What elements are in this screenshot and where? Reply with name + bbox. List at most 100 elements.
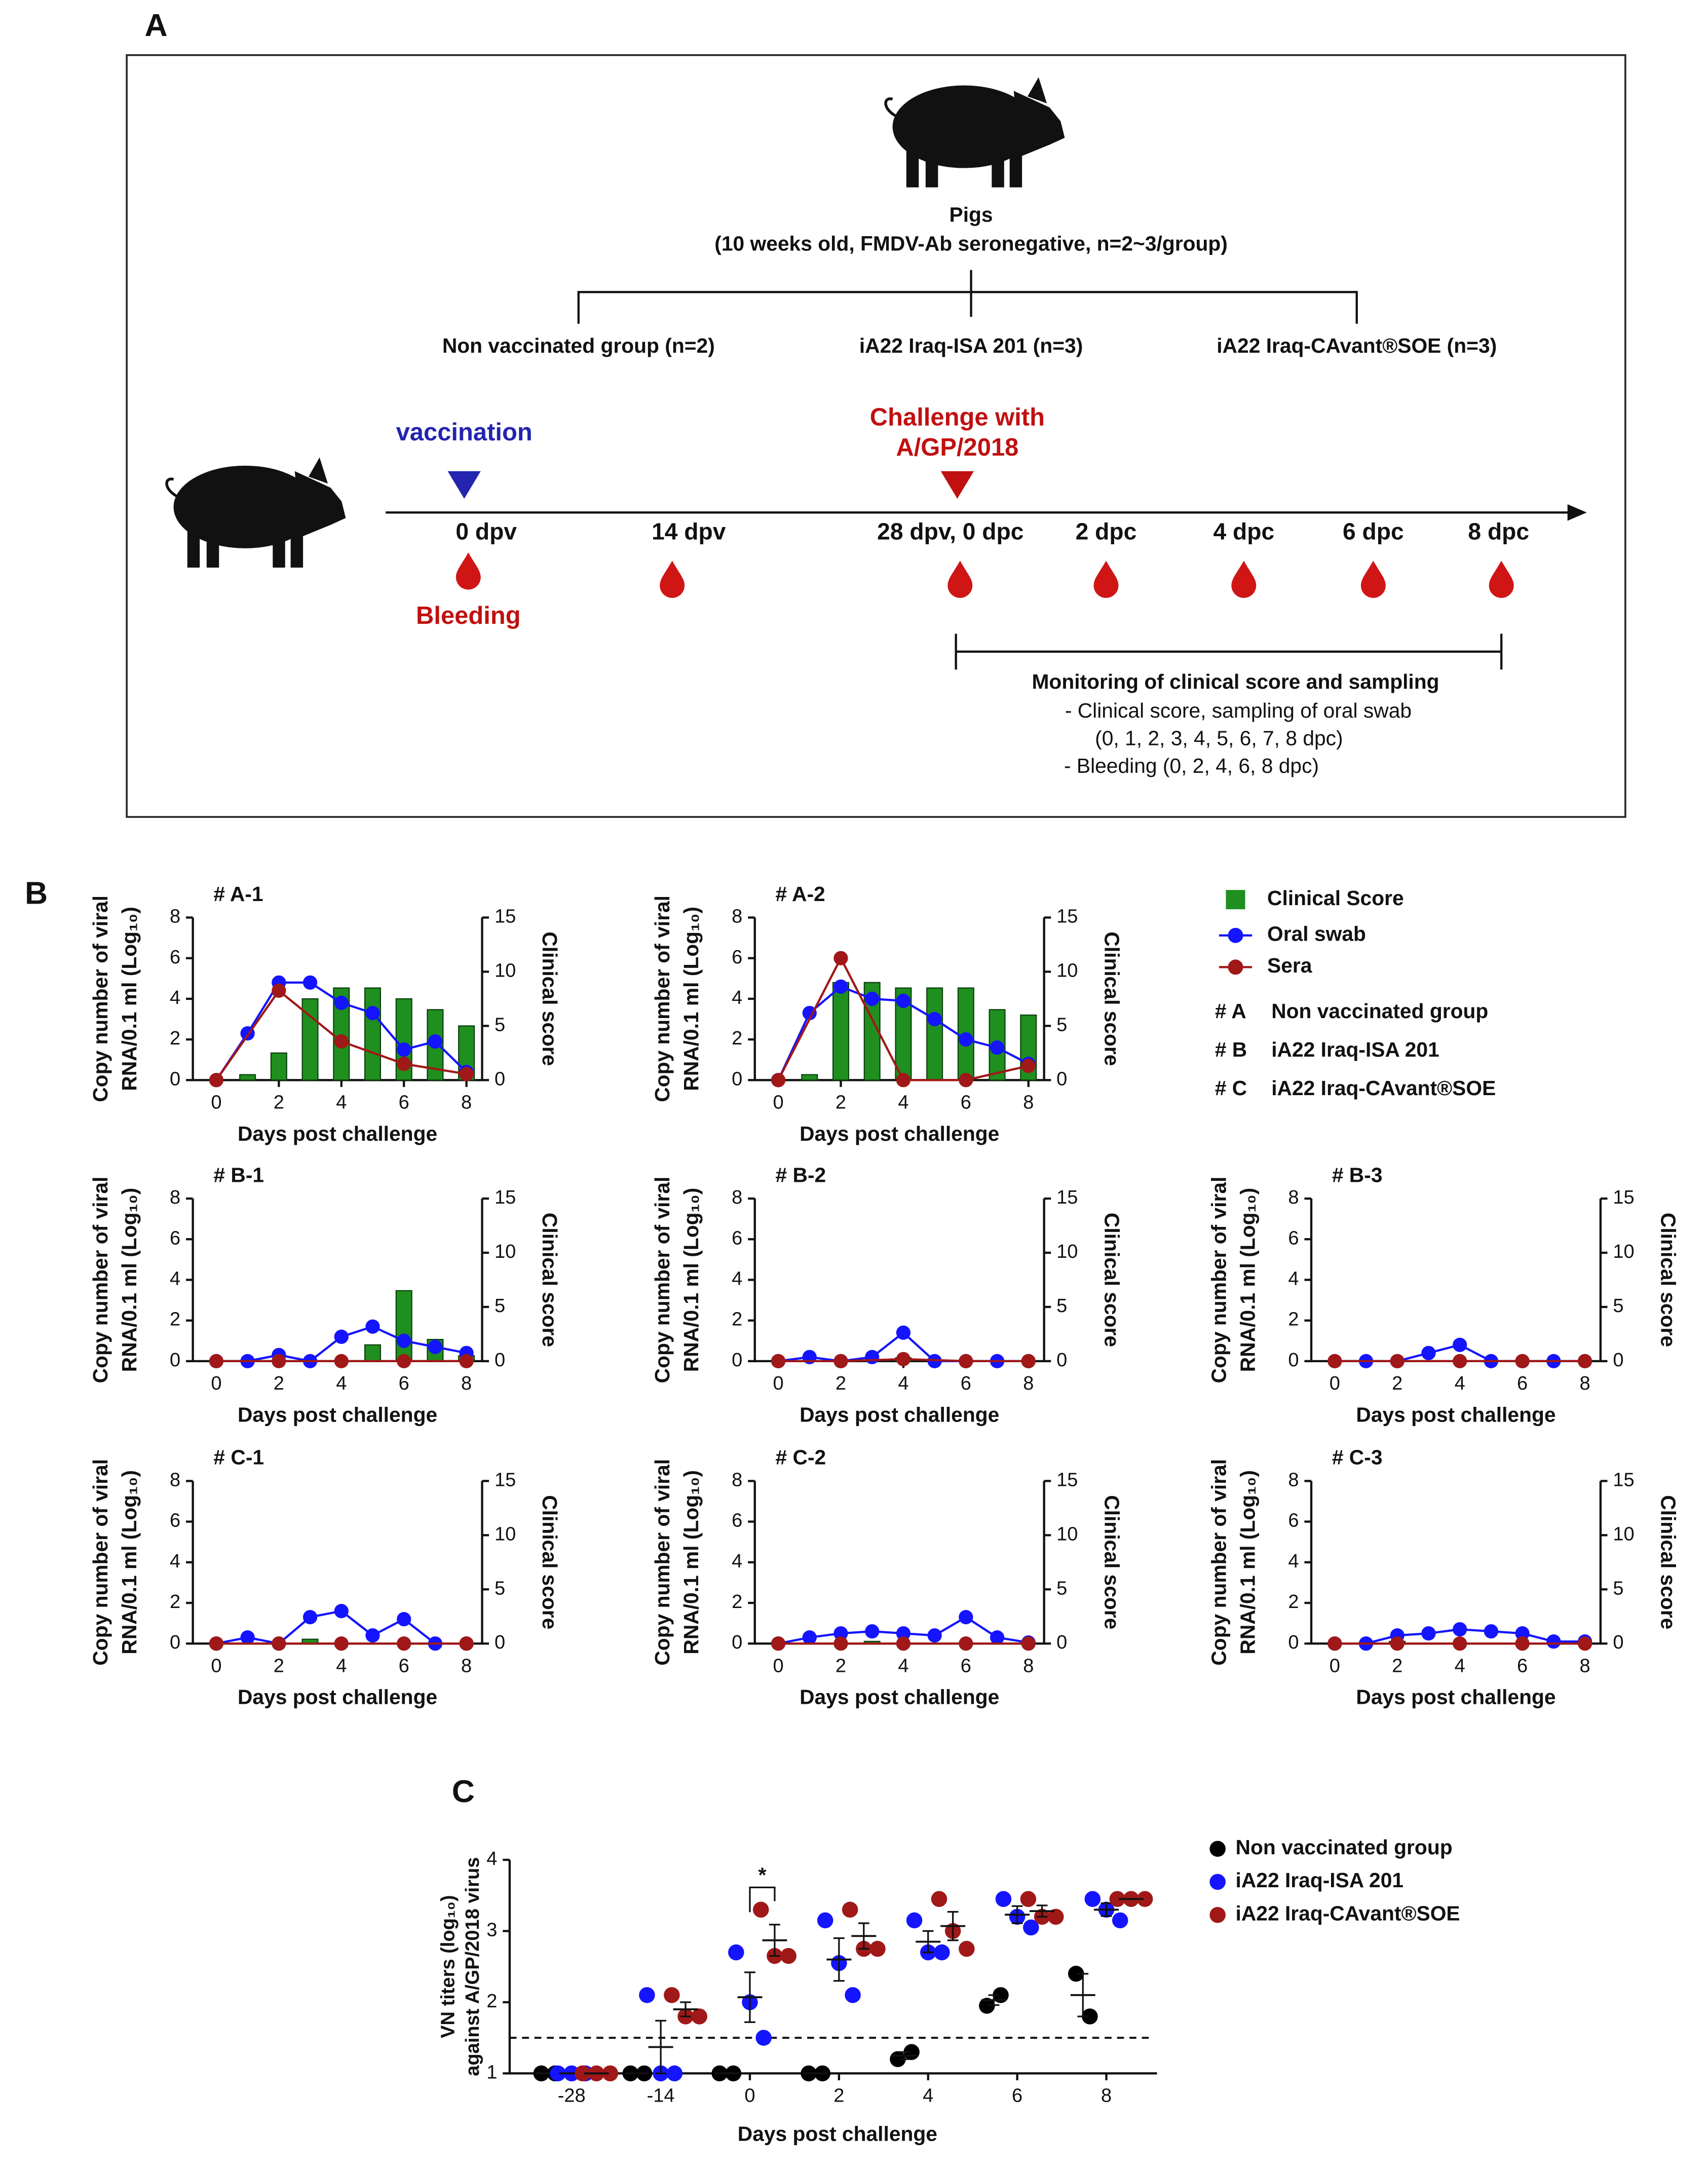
y2-tick-label: 0 bbox=[495, 1068, 505, 1090]
error-bar bbox=[1011, 1905, 1023, 1924]
challenge-marker bbox=[940, 471, 974, 499]
x-tick-label: 0 bbox=[211, 1092, 221, 1113]
point bbox=[833, 1626, 848, 1641]
y-axis-label: Copy number of viral bbox=[651, 1459, 674, 1666]
y2-tick-label: 10 bbox=[495, 1523, 516, 1545]
x-tick-label: 6 bbox=[1012, 2085, 1022, 2107]
y-axis-label: RNA/0.1 ml (Log₁₀) bbox=[679, 1188, 703, 1372]
point bbox=[833, 1636, 848, 1651]
legend-label: iA22 Iraq-CAvant®SOE bbox=[1236, 1901, 1460, 1925]
error-bar bbox=[769, 1924, 780, 1957]
point bbox=[842, 1901, 858, 1918]
point bbox=[1390, 1636, 1405, 1651]
x-tick-label: 2 bbox=[836, 1092, 846, 1113]
y2-axis-label: Clinical score bbox=[1657, 1213, 1680, 1347]
point bbox=[865, 991, 880, 1006]
y-tick-label: 3 bbox=[486, 1919, 497, 1940]
x-tick-label: 6 bbox=[961, 1373, 971, 1394]
point bbox=[365, 1628, 380, 1643]
timeline-arrow bbox=[1567, 504, 1587, 521]
panel-label: A bbox=[144, 8, 167, 43]
y-tick-label: 4 bbox=[1288, 1551, 1299, 1572]
y2-tick-label: 0 bbox=[495, 1632, 505, 1653]
y-tick-label: 4 bbox=[732, 1268, 742, 1290]
blood-drop bbox=[1489, 560, 1514, 598]
y2-tick-label: 0 bbox=[495, 1350, 505, 1371]
y-axis-label: RNA/0.1 ml (Log₁₀) bbox=[118, 907, 141, 1091]
y2-axis-label: Clinical score bbox=[538, 1495, 561, 1629]
vaccination-marker bbox=[447, 471, 481, 499]
point bbox=[397, 1354, 411, 1369]
point bbox=[272, 983, 286, 998]
point bbox=[906, 1912, 923, 1929]
point bbox=[780, 1948, 796, 1964]
bleeding-label: Bleeding bbox=[416, 602, 521, 629]
y-axis-label: VN titers (log₁₀) bbox=[437, 1895, 459, 2038]
monitoring-line: - Clinical score, sampling of oral swab bbox=[1065, 699, 1412, 722]
y-axis-label: RNA/0.1 ml (Log₁₀) bbox=[118, 1188, 141, 1372]
legend-label: Non vaccinated group bbox=[1236, 1836, 1453, 1859]
error-bar bbox=[858, 1922, 869, 1950]
x-axis-label: Days post challenge bbox=[238, 1403, 437, 1426]
y-tick-label: 4 bbox=[732, 987, 742, 1008]
group-label: iA22 Iraq-CAvant®SOE (n=3) bbox=[1217, 334, 1497, 357]
timeline-label: 8 dpc bbox=[1468, 518, 1529, 544]
point bbox=[959, 1636, 973, 1651]
y2-tick-label: 5 bbox=[495, 1014, 505, 1035]
y-axis-label: RNA/0.1 ml (Log₁₀) bbox=[1236, 1470, 1259, 1655]
point bbox=[959, 1610, 973, 1625]
point bbox=[397, 1042, 411, 1057]
point bbox=[896, 1626, 911, 1641]
y2-axis-label: Clinical score bbox=[538, 1213, 561, 1347]
y-axis-label: RNA/0.1 ml (Log₁₀) bbox=[679, 907, 703, 1091]
point bbox=[990, 1630, 1005, 1645]
panel-frame bbox=[126, 54, 1626, 818]
bar bbox=[364, 987, 382, 1081]
point bbox=[1484, 1624, 1499, 1639]
point bbox=[666, 2065, 683, 2082]
chart-title: # B-2 bbox=[776, 1163, 826, 1186]
blood-drop bbox=[947, 560, 973, 598]
monitoring-line: (0, 1, 2, 3, 4, 5, 6, 7, 8 dpc) bbox=[1095, 727, 1343, 750]
x-tick-label: 8 bbox=[461, 1655, 472, 1676]
point bbox=[1020, 1891, 1037, 1907]
y-tick-label: 4 bbox=[732, 1551, 742, 1572]
point bbox=[833, 1354, 848, 1369]
point bbox=[993, 1987, 1009, 2003]
x-tick-label: 2 bbox=[833, 2085, 844, 2107]
y-tick-label: 6 bbox=[732, 1510, 742, 1531]
y-tick-label: 0 bbox=[1288, 1632, 1299, 1653]
y-axis-label: Copy number of viral bbox=[651, 895, 674, 1102]
x-tick-label: 6 bbox=[399, 1092, 409, 1113]
x-axis-label: Days post challenge bbox=[1356, 1403, 1555, 1426]
y2-tick-label: 10 bbox=[1613, 1241, 1634, 1262]
chart-title: # A-2 bbox=[776, 882, 825, 906]
point bbox=[979, 1998, 995, 2014]
point bbox=[575, 2065, 591, 2082]
point bbox=[1068, 1965, 1084, 1982]
x-tick-label: 0 bbox=[211, 1373, 221, 1394]
y-tick-label: 0 bbox=[170, 1632, 180, 1653]
point bbox=[334, 1354, 349, 1369]
point bbox=[365, 1005, 380, 1021]
y-tick-label: 8 bbox=[732, 1469, 742, 1490]
blood-drop bbox=[456, 552, 481, 590]
bar bbox=[364, 1344, 382, 1362]
y-tick-label: 6 bbox=[170, 1227, 180, 1249]
y-axis-label: against A/GP/2018 virus bbox=[462, 1857, 483, 2076]
group-label: Non vaccinated group (n=2) bbox=[442, 334, 715, 357]
point bbox=[959, 1073, 973, 1088]
y-axis-label: Copy number of viral bbox=[89, 1459, 112, 1666]
y-axis-label: Copy number of viral bbox=[1207, 1459, 1230, 1666]
y-axis-label: RNA/0.1 ml (Log₁₀) bbox=[118, 1470, 141, 1655]
point bbox=[833, 979, 848, 994]
x-axis-label: Days post challenge bbox=[800, 1122, 999, 1145]
challenge-label: A/GP/2018 bbox=[896, 434, 1018, 461]
point bbox=[990, 1040, 1005, 1055]
y2-tick-label: 0 bbox=[1613, 1350, 1623, 1371]
point bbox=[1577, 1354, 1592, 1369]
axis bbox=[753, 1481, 1045, 1645]
point bbox=[1515, 1626, 1530, 1641]
axis bbox=[1310, 1481, 1602, 1645]
x-axis-label: Days post challenge bbox=[238, 1686, 437, 1709]
